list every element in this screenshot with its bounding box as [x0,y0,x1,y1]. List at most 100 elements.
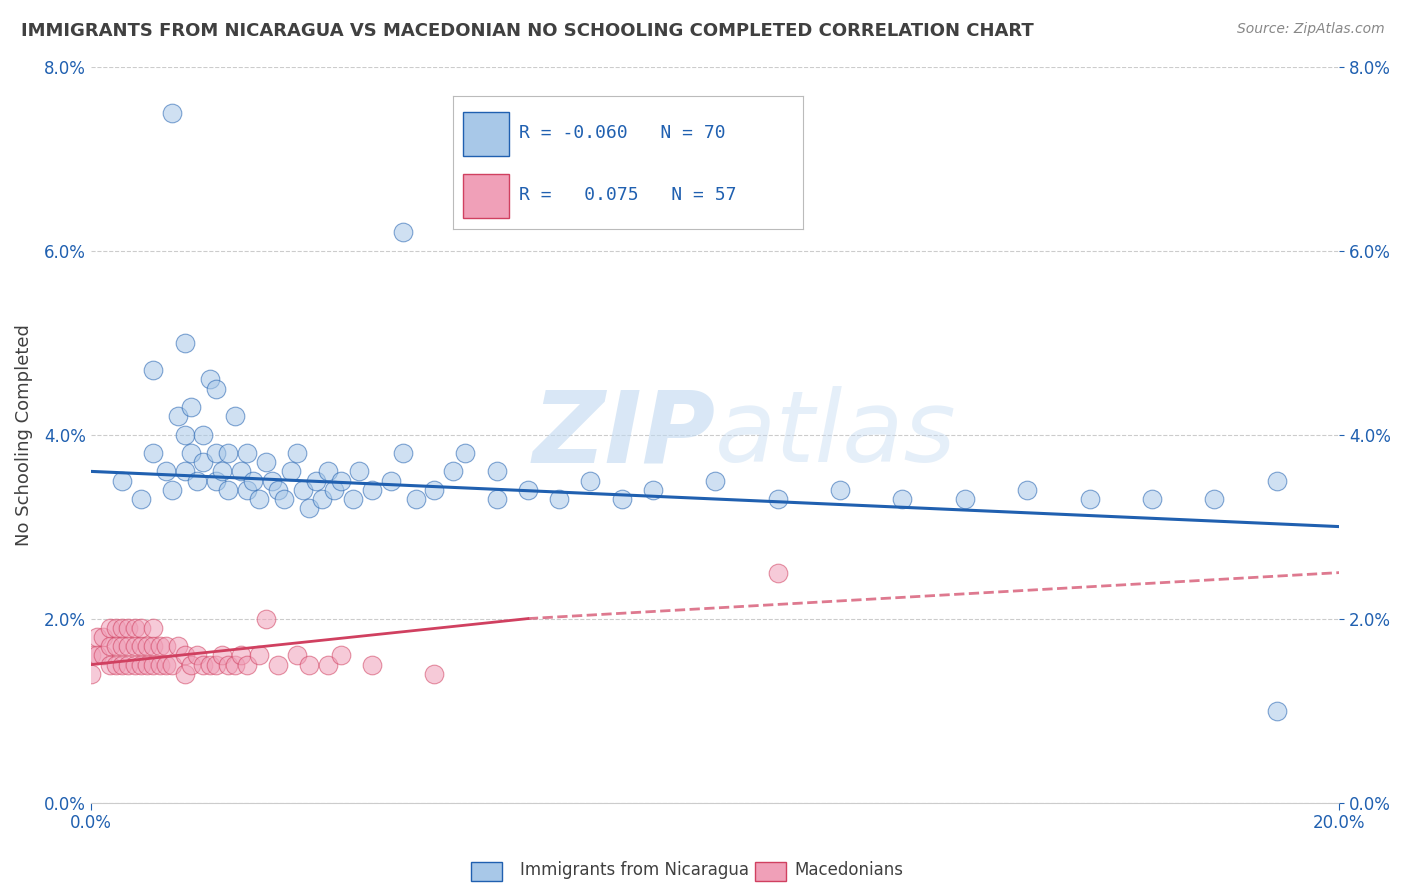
Point [217,446,239,460]
Point [242,474,264,488]
Point [117,639,139,653]
Point [160,657,183,672]
Point [254,455,277,469]
Point [236,446,259,460]
Point [204,382,226,396]
Point [1204,491,1226,506]
Point [485,491,508,506]
Point [124,657,146,672]
Point [329,474,352,488]
Point [198,657,221,672]
Point [193,427,215,442]
Point [129,639,152,653]
Point [323,483,346,497]
Point [423,666,446,681]
Y-axis label: No Schooling Completed: No Schooling Completed [15,324,32,546]
Point [193,657,215,672]
Point [111,621,134,635]
Point [641,483,664,497]
Point [160,105,183,120]
Text: Source: ZipAtlas.com: Source: ZipAtlas.com [1237,22,1385,37]
Point [98,621,121,635]
Point [173,666,195,681]
Point [454,446,477,460]
Point [104,639,127,653]
Point [136,639,159,653]
Point [142,621,165,635]
Point [98,657,121,672]
Point [167,409,190,424]
Point [828,483,851,497]
Point [423,483,446,497]
Point [305,474,328,488]
Point [953,491,976,506]
Point [142,363,165,377]
Point [516,483,538,497]
Point [236,483,259,497]
Point [142,446,165,460]
Point [766,566,789,580]
Point [98,639,121,653]
Point [1265,704,1288,718]
Point [405,491,427,506]
Point [173,648,195,663]
Text: IMMIGRANTS FROM NICARAGUA VS MACEDONIAN NO SCHOOLING COMPLETED CORRELATION CHART: IMMIGRANTS FROM NICARAGUA VS MACEDONIAN … [21,22,1033,40]
Point [579,474,602,488]
Point [342,491,364,506]
Text: Immigrants from Nicaragua: Immigrants from Nicaragua [520,861,749,879]
Point [180,400,202,414]
Point [224,657,246,672]
Point [891,491,914,506]
Point [80,666,103,681]
Point [80,648,103,663]
Point [111,657,134,672]
Point [180,657,202,672]
Point [86,630,108,644]
Point [229,464,252,478]
Point [610,491,633,506]
Point [173,464,195,478]
Point [298,501,321,516]
Point [292,483,315,497]
Point [380,474,402,488]
Point [1017,483,1039,497]
Point [285,446,308,460]
Point [104,621,127,635]
Point [316,464,339,478]
Point [249,491,271,506]
Point [193,455,215,469]
Point [104,657,127,672]
Point [1140,491,1163,506]
Point [167,639,190,653]
Point [149,639,172,653]
Point [204,474,226,488]
Point [349,464,371,478]
Point [173,427,195,442]
Point [211,648,233,663]
Point [198,372,221,386]
Point [204,446,226,460]
Point [186,474,208,488]
Point [136,657,159,672]
Point [180,446,202,460]
Point [316,657,339,672]
Point [224,409,246,424]
Point [392,225,415,239]
Point [204,657,226,672]
Point [93,630,115,644]
Point [93,648,115,663]
Point [155,657,177,672]
Point [766,491,789,506]
Text: ZIP: ZIP [531,386,716,483]
Point [392,446,415,460]
Point [273,491,295,506]
Point [704,474,727,488]
Point [548,491,571,506]
Point [267,657,290,672]
Point [111,639,134,653]
Point [254,611,277,625]
Point [124,639,146,653]
Text: Macedonians: Macedonians [794,861,904,879]
Point [360,483,382,497]
Point [311,491,333,506]
